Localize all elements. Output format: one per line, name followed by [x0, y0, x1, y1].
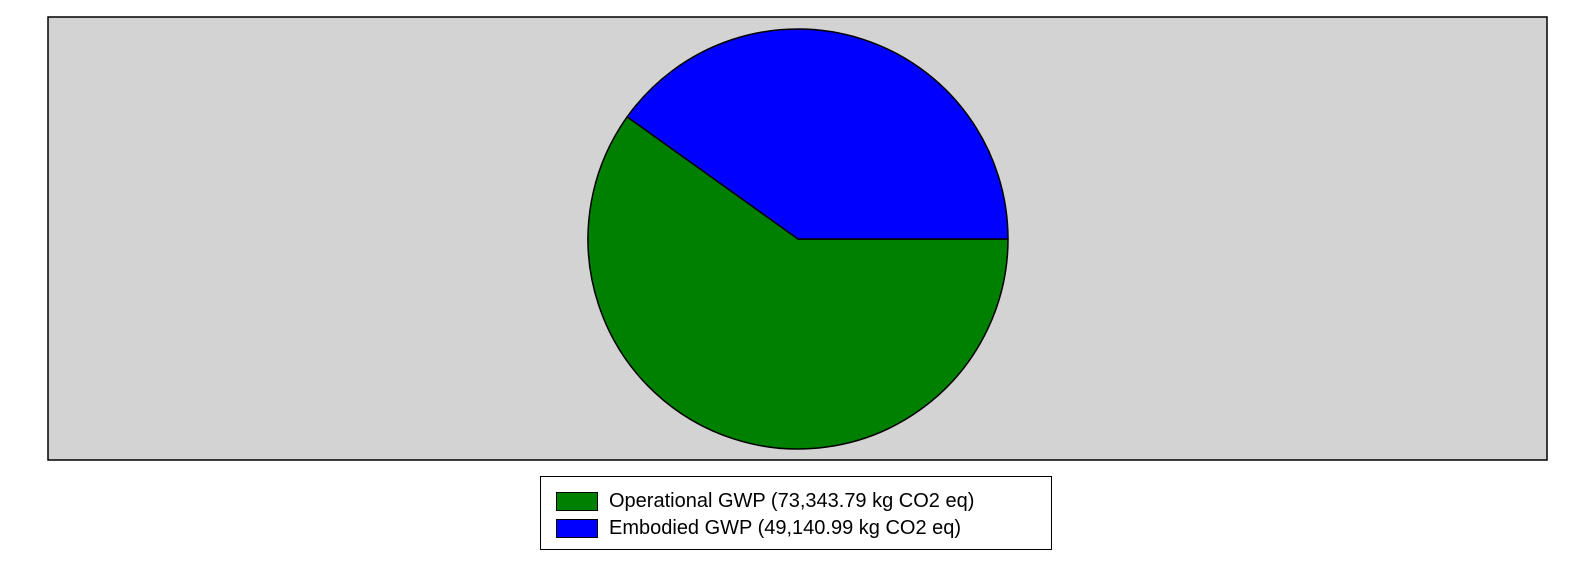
legend-label-operational: Operational GWP (73,343.79 kg CO2 eq): [609, 489, 975, 512]
legend-label-embodied: Embodied GWP (49,140.99 kg CO2 eq): [609, 516, 962, 539]
pie-slices: [587, 28, 1009, 450]
legend-swatch-operational: [556, 491, 598, 511]
legend: Operational GWP (73,343.79 kg CO2 eq) Em…: [540, 476, 1052, 550]
pie-slice-embodied-gwp: [626, 28, 1009, 240]
pie-slice-operational-gwp: [587, 116, 1009, 450]
legend-item-operational: Operational GWP (73,343.79 kg CO2 eq): [556, 490, 974, 512]
legend-swatch-embodied: [556, 518, 598, 538]
legend-item-embodied: Embodied GWP (49,140.99 kg CO2 eq): [556, 517, 961, 539]
